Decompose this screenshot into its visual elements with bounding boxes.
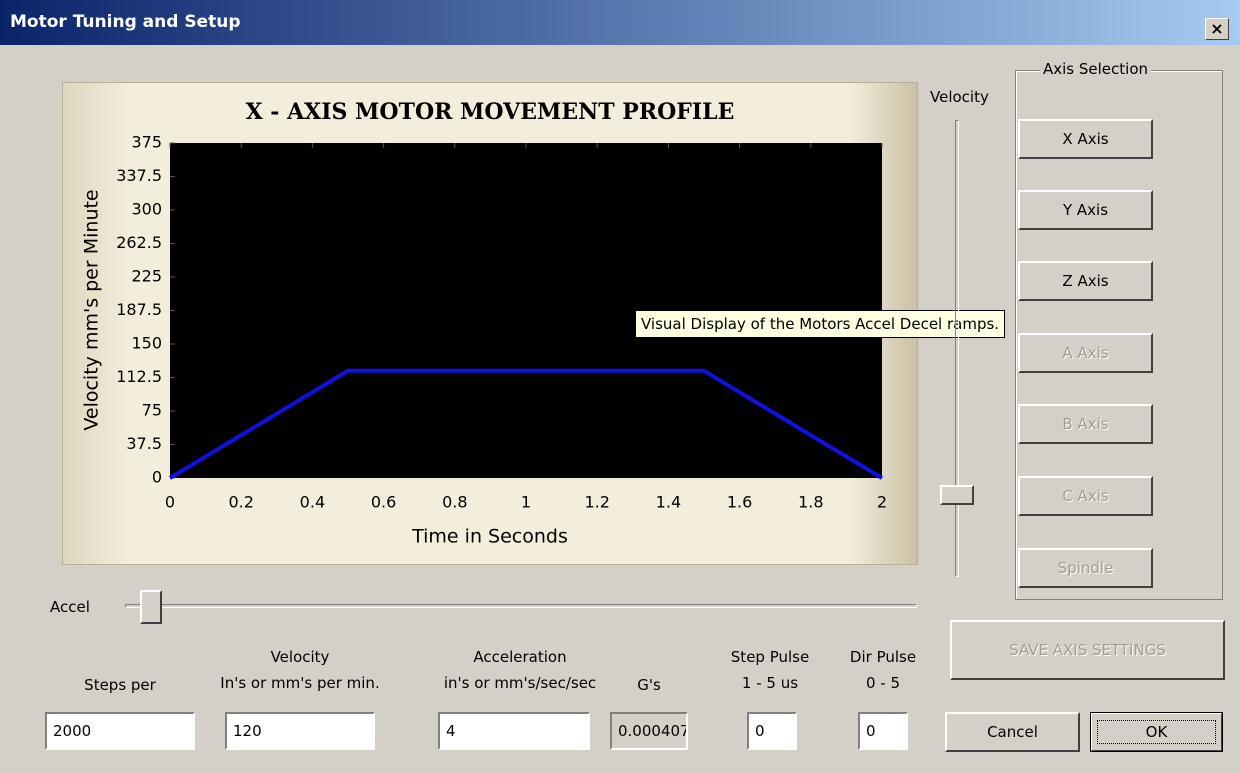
field-label: in's or mm's/sec/sec [443, 674, 597, 692]
x-tick-label: 0 [165, 493, 175, 512]
velocity-slider-track [955, 120, 959, 577]
axis-button[interactable]: A Axis [1018, 333, 1153, 373]
axis-button[interactable]: Z Axis [1018, 261, 1153, 301]
x-tick-label: 0.4 [300, 493, 325, 512]
field-label: Steps per [84, 676, 156, 694]
axis-button[interactable]: Y Axis [1018, 190, 1153, 230]
tooltip: Visual Display of the Motors Accel Decel… [635, 310, 1006, 338]
y-tick-label: 375 [131, 133, 162, 152]
text-input: 0.000407 [610, 712, 688, 750]
field-label: 0 - 5 [865, 674, 901, 692]
accel-slider-label: Accel [50, 598, 90, 616]
x-axis-label: Time in Seconds [411, 526, 568, 548]
y-tick-label: 337.5 [116, 166, 162, 185]
save-axis-settings-button[interactable]: SAVE AXIS SETTINGS [950, 620, 1225, 680]
x-tick-label: 1.8 [798, 493, 823, 512]
x-tick-label: 2 [877, 493, 887, 512]
text-input[interactable]: 0 [747, 712, 797, 750]
field-label: Acceleration [473, 648, 567, 666]
close-button[interactable]: × [1205, 18, 1229, 40]
field-label: Velocity [270, 648, 330, 666]
field-label: In's or mm's per min. [220, 674, 380, 692]
x-tick-label: 0.2 [228, 493, 253, 512]
y-axis-label: Velocity mm's per Minute [81, 189, 103, 430]
ok-button[interactable]: OK [1090, 712, 1223, 752]
field-label: G's [637, 676, 661, 694]
text-input[interactable]: 0 [858, 712, 908, 750]
y-tick-label: 0 [152, 468, 162, 487]
x-tick-label: 1.6 [727, 493, 752, 512]
y-tick-label: 75 [142, 401, 162, 420]
x-tick-label: 1 [521, 493, 531, 512]
text-input[interactable]: 120 [225, 712, 375, 750]
accel-slider-thumb[interactable] [140, 590, 162, 624]
y-tick-label: 112.5 [116, 367, 162, 386]
axis-button[interactable]: C Axis [1018, 476, 1153, 516]
ok-label: OK [1096, 720, 1217, 744]
y-tick-label: 262.5 [116, 233, 162, 252]
axis-button[interactable]: Spindle [1018, 548, 1153, 588]
velocity-slider-thumb[interactable] [940, 485, 974, 505]
axis-selection-title: Axis Selection [1040, 60, 1152, 78]
accel-slider-track [125, 604, 917, 608]
velocity-slider-label: Velocity [930, 88, 989, 106]
y-tick-label: 300 [131, 200, 162, 219]
text-input[interactable]: 2000 [45, 712, 195, 750]
title-bar [0, 0, 1240, 45]
field-label: Dir Pulse [849, 648, 917, 666]
chart-title: X - AXIS MOTOR MOVEMENT PROFILE [246, 99, 735, 125]
profile-line [168, 368, 884, 480]
x-tick-label: 1.2 [584, 493, 609, 512]
field-label: Step Pulse [730, 648, 810, 666]
text-input[interactable]: 4 [438, 712, 590, 750]
window-title: Motor Tuning and Setup [10, 12, 241, 32]
y-tick-label: 225 [131, 267, 162, 286]
y-tick-label: 37.5 [126, 434, 162, 453]
x-tick-label: 0.8 [442, 493, 467, 512]
axis-button[interactable]: B Axis [1018, 404, 1153, 444]
y-tick-label: 150 [131, 334, 162, 353]
y-tick-label: 187.5 [116, 300, 162, 319]
cancel-button[interactable]: Cancel [945, 712, 1080, 752]
axis-button[interactable]: X Axis [1018, 119, 1153, 159]
x-tick-label: 0.6 [371, 493, 396, 512]
field-label: 1 - 5 us [741, 674, 799, 692]
x-tick-label: 1.4 [656, 493, 681, 512]
